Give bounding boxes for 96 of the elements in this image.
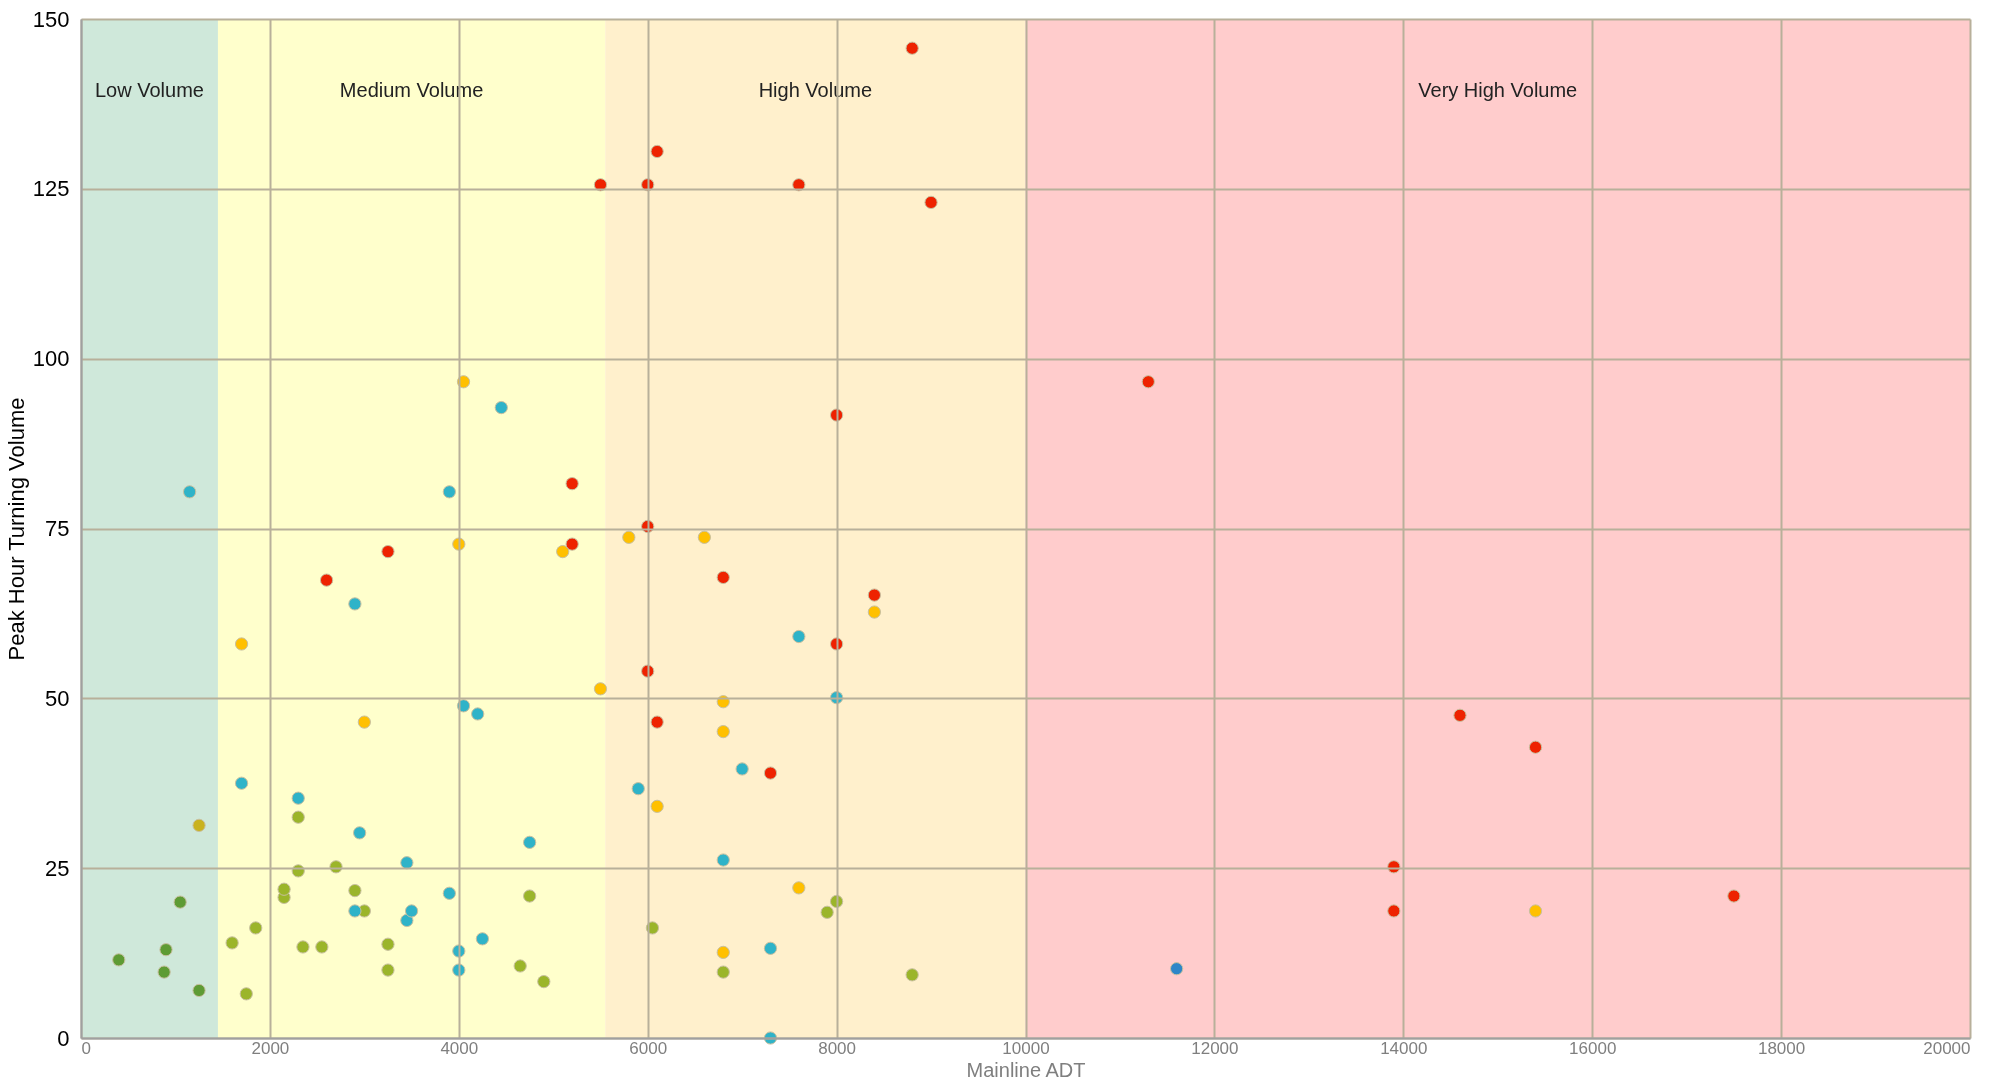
x-tick-label: 12000 <box>1191 1038 1239 1058</box>
point <box>905 41 919 55</box>
y-tick-label: 125 <box>32 176 70 202</box>
point <box>716 853 730 867</box>
y-tick-label: 25 <box>45 855 70 881</box>
point <box>381 963 395 977</box>
point <box>1528 740 1543 754</box>
point <box>404 904 419 918</box>
point <box>471 707 485 721</box>
point <box>348 904 362 918</box>
point <box>792 629 806 644</box>
point <box>513 959 527 973</box>
point <box>348 597 362 611</box>
band-label: High Volume <box>758 79 873 101</box>
point <box>234 776 249 790</box>
point <box>381 544 395 559</box>
point <box>173 895 187 909</box>
point <box>277 882 291 896</box>
y-axis-title: Peak Hour Turning Volume <box>3 397 29 661</box>
y-tick-label: 150 <box>32 6 70 32</box>
point <box>1387 904 1401 918</box>
point <box>716 945 730 960</box>
point <box>1141 375 1155 389</box>
point <box>494 400 508 415</box>
point <box>1453 708 1467 722</box>
x-tick-label: 4000 <box>440 1038 479 1058</box>
point <box>225 936 239 950</box>
point <box>716 725 730 739</box>
point <box>249 921 263 935</box>
x-tick-label: 20000 <box>1923 1038 1971 1058</box>
y-tick-label: 75 <box>45 516 70 541</box>
point <box>565 477 579 491</box>
point <box>182 485 197 499</box>
point <box>315 940 329 954</box>
point <box>192 818 206 832</box>
point <box>556 544 570 559</box>
band-label: Low Volume <box>94 79 204 101</box>
point <box>239 987 253 1001</box>
point <box>905 968 919 982</box>
y-tick-label: 50 <box>45 685 70 711</box>
point <box>820 905 834 919</box>
point <box>381 937 395 951</box>
point <box>234 637 249 651</box>
x-axis-title: Mainline ADT <box>966 1058 1086 1081</box>
point <box>353 826 367 840</box>
point <box>867 605 881 619</box>
y-tick-label: 100 <box>32 346 70 372</box>
point <box>291 810 305 824</box>
point <box>650 799 664 813</box>
point <box>792 881 806 895</box>
point <box>622 530 636 544</box>
point <box>716 965 730 979</box>
point <box>296 940 310 954</box>
point <box>593 178 608 192</box>
point <box>763 941 778 955</box>
band-label: Very High Volume <box>1418 79 1578 101</box>
x-tick-label: 0 <box>81 1038 91 1058</box>
point <box>319 573 334 587</box>
point <box>763 766 778 780</box>
point <box>442 886 456 900</box>
point <box>159 943 173 957</box>
point <box>400 856 414 870</box>
point <box>650 715 664 729</box>
point <box>867 588 881 602</box>
point <box>348 883 362 898</box>
point <box>357 715 371 729</box>
x-tick-label: 2000 <box>251 1038 290 1058</box>
x-tick-label: 18000 <box>1757 1038 1806 1058</box>
point <box>1727 889 1741 903</box>
band-label: Medium Volume <box>339 79 484 101</box>
point <box>631 782 645 796</box>
point <box>475 932 490 946</box>
point <box>400 913 414 928</box>
point <box>924 195 938 210</box>
point <box>735 762 749 776</box>
x-tick-label: 8000 <box>818 1038 857 1058</box>
point <box>1528 904 1543 918</box>
point <box>1170 962 1184 976</box>
x-tick-label: 6000 <box>629 1038 668 1058</box>
point <box>442 485 456 499</box>
point <box>523 835 537 849</box>
point <box>523 889 537 903</box>
point <box>112 953 126 967</box>
point <box>697 530 711 544</box>
x-tick-label: 16000 <box>1569 1038 1617 1058</box>
point <box>192 983 206 998</box>
x-tick-label: 10000 <box>1002 1038 1050 1058</box>
x-tick-label: 14000 <box>1380 1038 1428 1058</box>
point <box>593 682 608 696</box>
point <box>565 537 579 551</box>
point <box>291 791 305 805</box>
point <box>716 570 730 585</box>
point <box>537 975 551 989</box>
point <box>792 178 806 192</box>
point <box>650 144 664 159</box>
point <box>157 965 171 979</box>
